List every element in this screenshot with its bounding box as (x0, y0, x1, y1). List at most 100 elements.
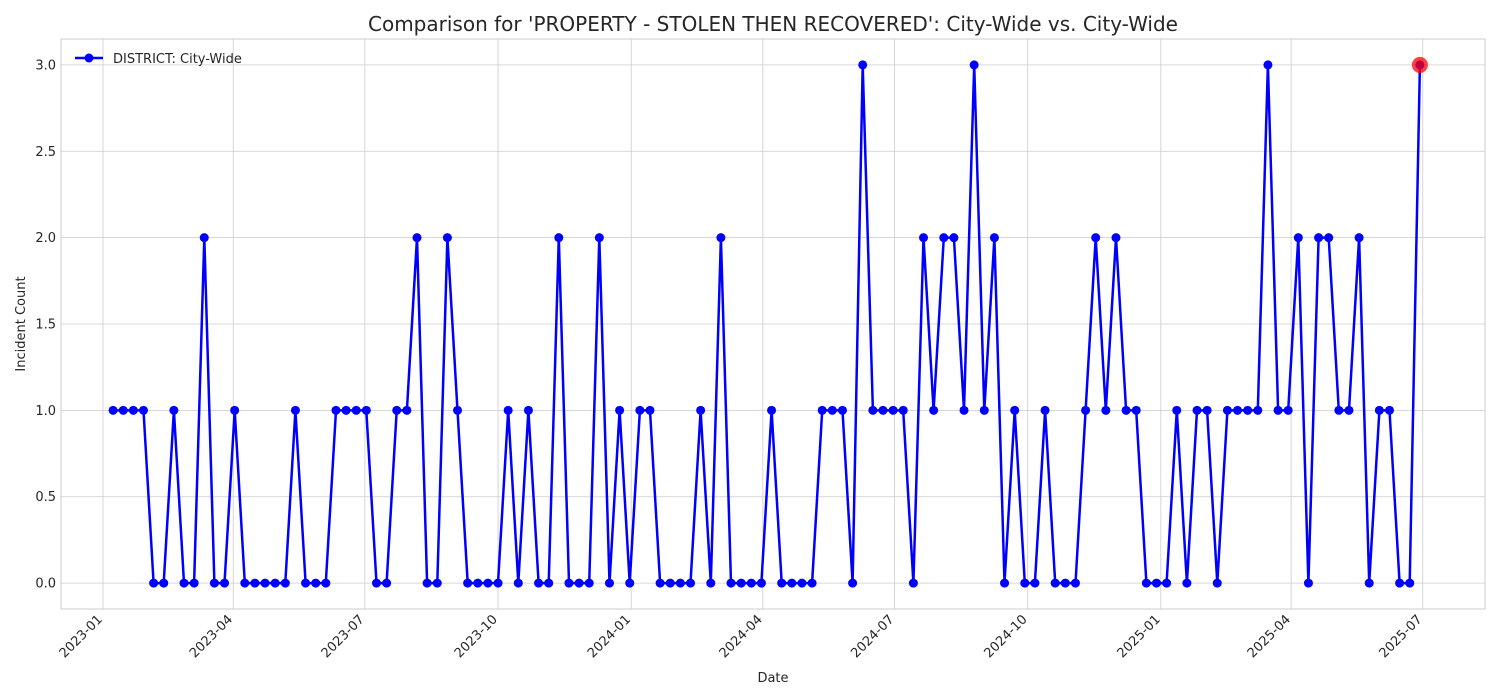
data-point (1101, 405, 1111, 415)
data-point (463, 578, 473, 588)
data-point (412, 233, 422, 243)
y-tick-label: 3.0 (35, 58, 56, 73)
data-point (554, 233, 564, 243)
data-point (1121, 405, 1131, 415)
data-point (969, 60, 979, 70)
data-point (1141, 578, 1151, 588)
data-point (1222, 405, 1232, 415)
series-layer (108, 60, 1425, 588)
data-point (311, 578, 321, 588)
data-point (1314, 233, 1324, 243)
data-point (1293, 233, 1303, 243)
data-point (473, 578, 483, 588)
data-point (453, 405, 463, 415)
data-point (149, 578, 159, 588)
data-point (1091, 233, 1101, 243)
data-point (432, 578, 442, 588)
data-point (1010, 405, 1020, 415)
data-point (675, 578, 685, 588)
data-point (665, 578, 675, 588)
data-point (807, 578, 817, 588)
legend: DISTRICT: City-Wide (75, 52, 242, 67)
data-point (767, 405, 777, 415)
data-point (1374, 405, 1384, 415)
data-point (118, 405, 128, 415)
data-point (483, 578, 493, 588)
highlight-layer (1411, 56, 1428, 73)
data-point (1243, 405, 1253, 415)
data-point (787, 578, 797, 588)
data-point (1202, 405, 1212, 415)
data-point (1344, 405, 1354, 415)
data-point (797, 578, 807, 588)
data-point (756, 578, 766, 588)
data-point (382, 578, 392, 588)
x-axis-title: Date (757, 671, 788, 686)
data-point (371, 578, 381, 588)
data-point (199, 233, 209, 243)
data-point (1131, 405, 1141, 415)
data-point (220, 578, 230, 588)
data-point (959, 405, 969, 415)
data-point (351, 405, 361, 415)
data-point (321, 578, 331, 588)
y-tick-label: 2.5 (35, 145, 56, 160)
y-tick-label: 0.5 (35, 490, 56, 505)
data-point (604, 578, 614, 588)
data-point (908, 578, 918, 588)
highlight-point-core (1415, 60, 1424, 69)
data-point (108, 405, 118, 415)
data-point (1233, 405, 1243, 415)
data-point (1020, 578, 1030, 588)
series-line (113, 63, 1422, 585)
data-point (189, 578, 199, 588)
data-point (949, 233, 959, 243)
data-point (888, 405, 898, 415)
data-point (1151, 578, 1161, 588)
data-point (280, 578, 290, 588)
data-point (939, 233, 949, 243)
data-point (858, 60, 868, 70)
plot-frame (60, 38, 1486, 610)
data-point (1040, 405, 1050, 415)
data-point (1111, 233, 1121, 243)
data-point (564, 578, 574, 588)
chart-title: Comparison for 'PROPERTY - STOLEN THEN R… (368, 12, 1178, 36)
data-point (1395, 578, 1405, 588)
data-point (615, 405, 625, 415)
data-point (1364, 578, 1374, 588)
data-point (868, 405, 878, 415)
data-point (138, 405, 148, 415)
y-tick-label: 1.0 (35, 404, 56, 419)
data-point (159, 578, 169, 588)
data-point (402, 405, 412, 415)
data-point (848, 578, 858, 588)
data-point (1384, 405, 1394, 415)
data-point (169, 405, 179, 415)
data-point (250, 578, 260, 588)
data-point (260, 578, 270, 588)
data-point (290, 405, 300, 415)
data-point (1253, 405, 1263, 415)
data-point (716, 233, 726, 243)
data-point (696, 405, 706, 415)
data-point (1405, 578, 1415, 588)
data-point (1162, 578, 1172, 588)
data-point (635, 405, 645, 415)
data-point (534, 578, 544, 588)
data-point (341, 405, 351, 415)
data-point (1273, 405, 1283, 415)
data-point (919, 233, 929, 243)
data-point (979, 405, 989, 415)
data-point (493, 578, 503, 588)
data-point (209, 578, 219, 588)
y-axis-title: Incident Count (14, 276, 29, 371)
data-point (179, 578, 189, 588)
data-point (1182, 578, 1192, 588)
data-point (1303, 578, 1313, 588)
highlight-point (1411, 56, 1428, 73)
data-point (128, 405, 138, 415)
data-point (442, 233, 452, 243)
data-point (686, 578, 696, 588)
